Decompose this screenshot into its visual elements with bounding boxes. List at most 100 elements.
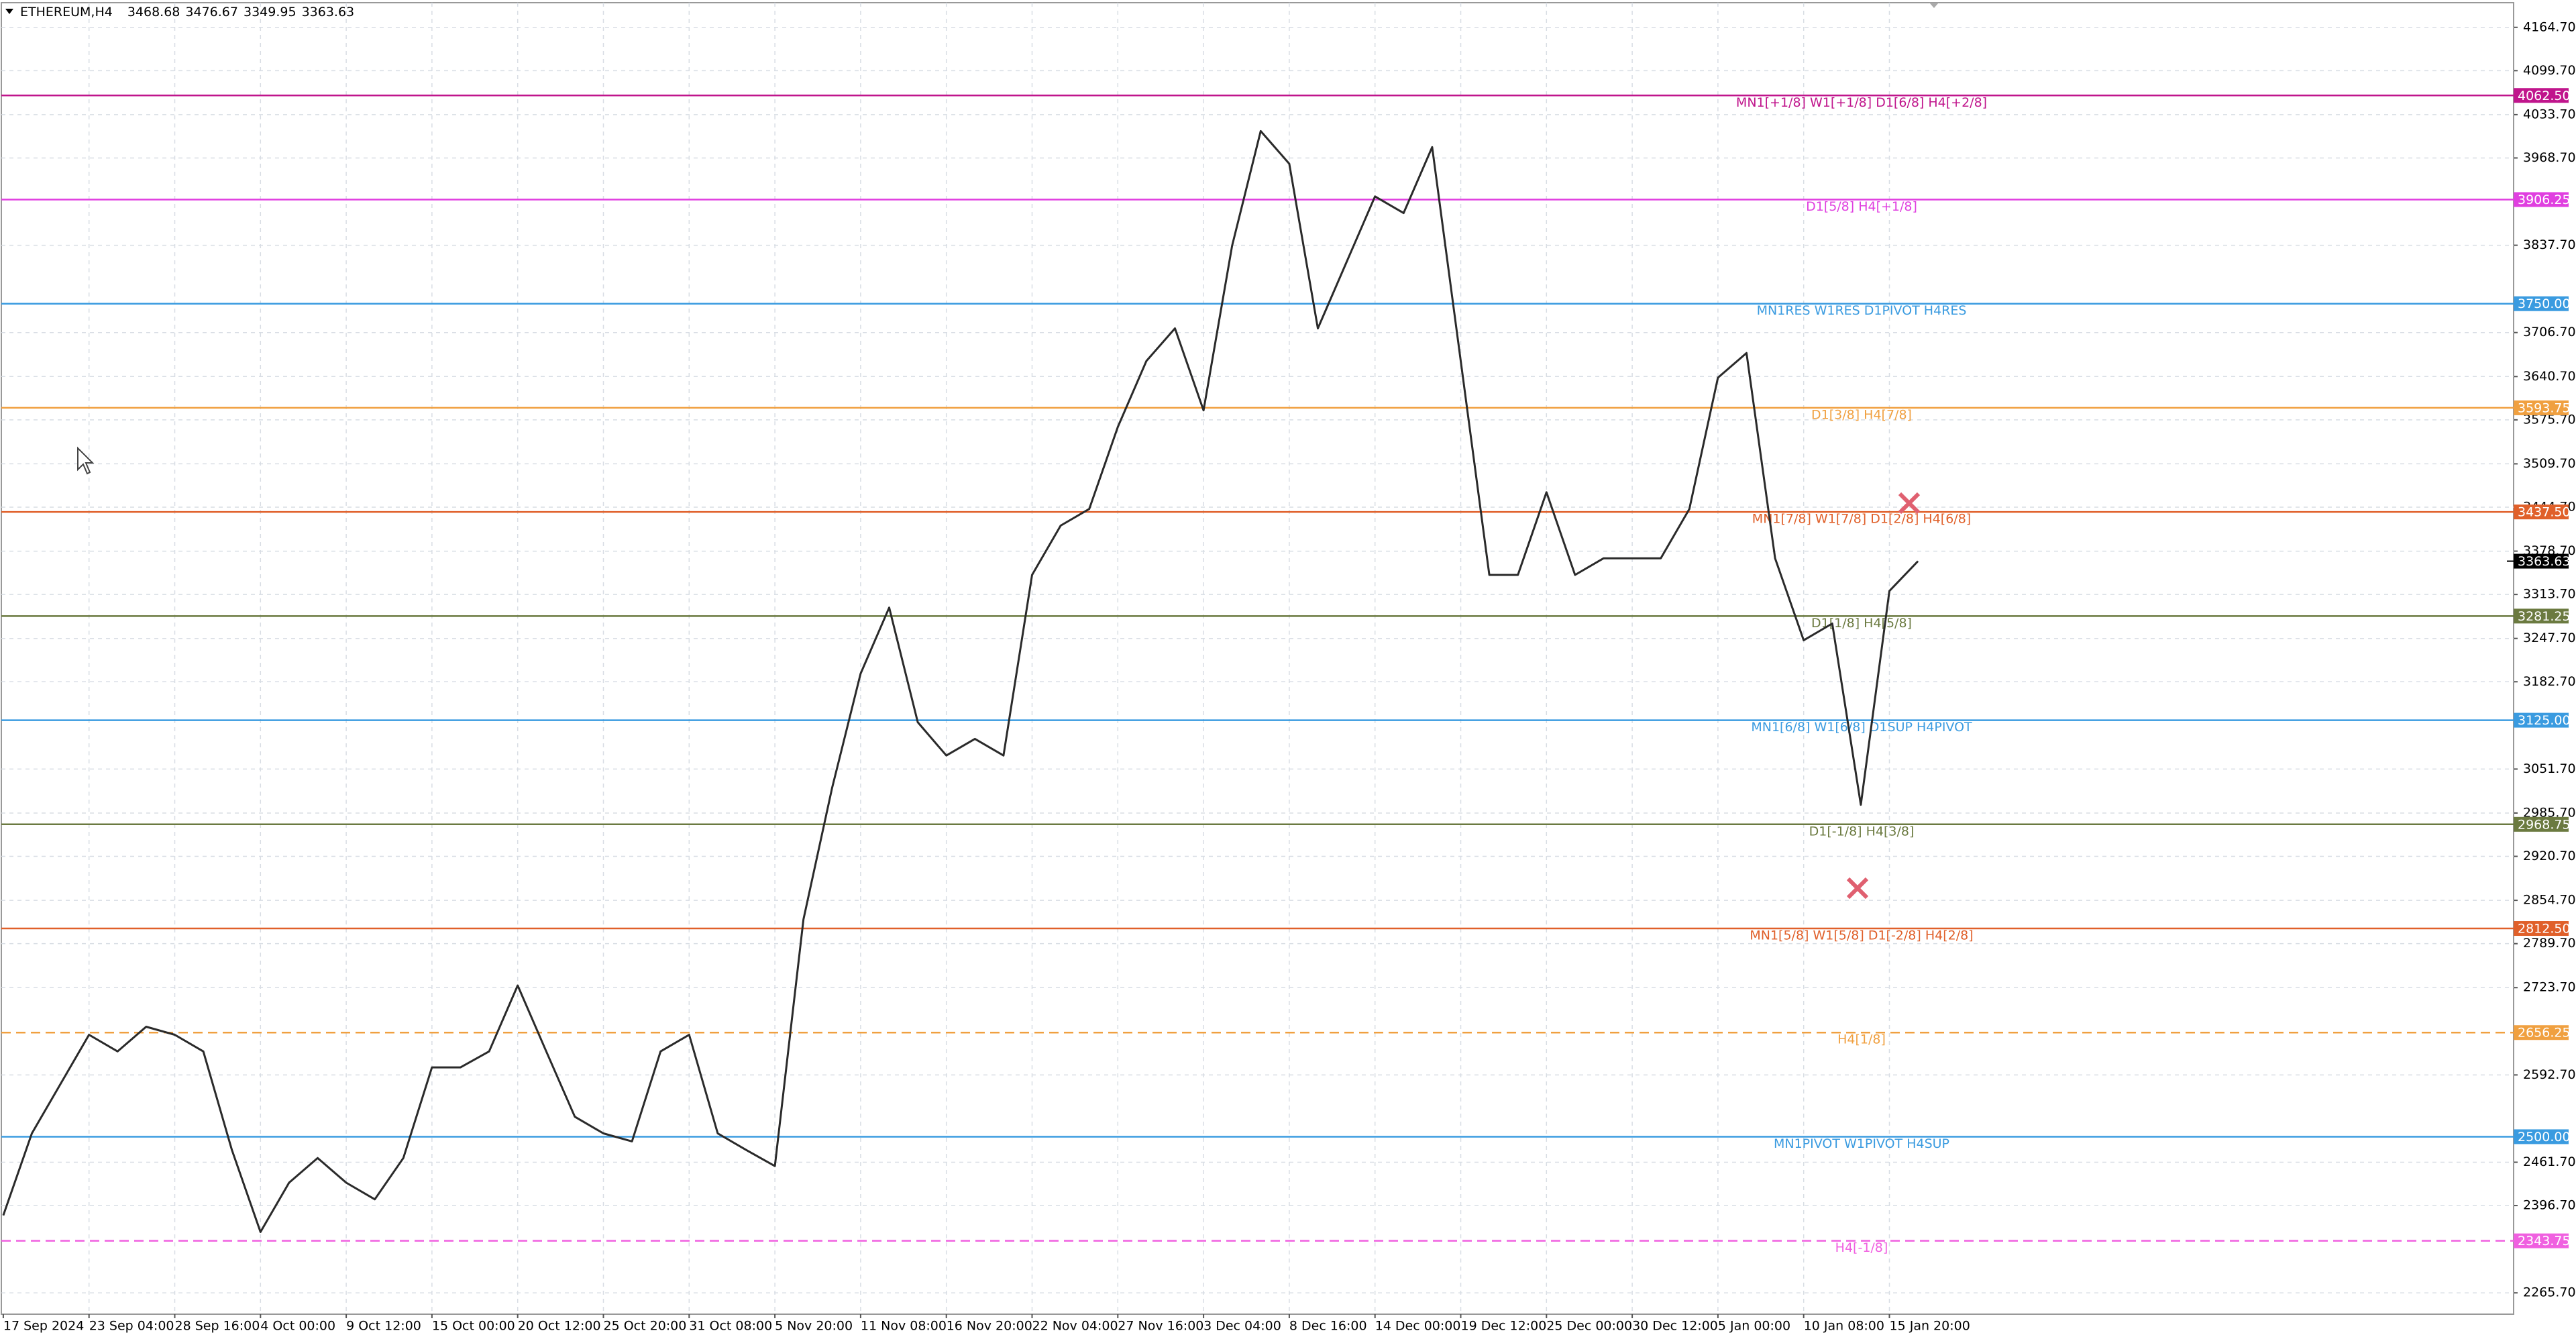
- level-price-box: [2514, 1129, 2569, 1144]
- y-tick-label: 2920.70: [2523, 849, 2576, 863]
- trade-marker: [1846, 877, 1869, 900]
- x-tick-label: 4 Oct 00:00: [260, 1319, 335, 1334]
- level-name: H4[1/8]: [1837, 1032, 1886, 1047]
- level-price-box: [2514, 1025, 2569, 1040]
- x-tick-label: 10 Jan 08:00: [1804, 1319, 1884, 1334]
- level-price-label: 4062.50: [2518, 89, 2571, 103]
- level-name: D1[1/8] H4[5/8]: [1811, 616, 1912, 631]
- ohlc-value: 3363.63: [302, 5, 355, 19]
- x-tick-label: 22 Nov 04:00: [1032, 1319, 1118, 1334]
- level-price-label: 3906.25: [2518, 193, 2571, 207]
- x-tick-label: 8 Dec 16:00: [1289, 1319, 1367, 1334]
- x-tick-label: 20 Oct 12:00: [518, 1319, 601, 1334]
- trade-markers: [1846, 492, 1921, 900]
- menu-arrow: [5, 9, 13, 14]
- x-tick-label: 5 Jan 00:00: [1718, 1319, 1790, 1334]
- ohlc-value: 3468.68: [127, 5, 180, 19]
- y-tick-label: 3313.70: [2523, 587, 2576, 602]
- y-tick-label: 2854.70: [2523, 893, 2576, 908]
- plot-frame: [1, 2, 2514, 1315]
- x-tick-label: 9 Oct 12:00: [346, 1319, 421, 1334]
- level-price-label: 3750.00: [2518, 297, 2571, 311]
- y-tick-label: 3247.70: [2523, 631, 2576, 645]
- level-price-box: [2514, 88, 2569, 103]
- last-price-label: 3363.63: [2518, 554, 2571, 569]
- level-price-box: [2514, 296, 2569, 311]
- level-price-box: [2514, 504, 2569, 520]
- y-tick-label: 4033.70: [2523, 107, 2576, 121]
- mouse-cursor: [77, 446, 95, 475]
- x-tick-label: 27 Nov 16:00: [1118, 1319, 1203, 1334]
- level-price-box: [2514, 608, 2569, 624]
- level-price-label: 3281.25: [2518, 609, 2571, 624]
- shift-marker: [1929, 3, 1939, 8]
- y-tick-label: 4164.70: [2523, 19, 2576, 34]
- level-name: MN1[7/8] W1[7/8] D1[2/8] H4[6/8]: [1752, 512, 1971, 527]
- series: [2, 129, 1919, 1233]
- y-tick-label: 2592.70: [2523, 1067, 2576, 1082]
- ohlc-value: 3476.67: [185, 5, 238, 19]
- x-tick-label: 3 Dec 04:00: [1203, 1319, 1281, 1334]
- y-tick-label: 3051.70: [2523, 761, 2576, 776]
- y-tick-label: 2723.70: [2523, 980, 2576, 995]
- y-tick-label: 3575.70: [2523, 412, 2576, 427]
- y-tick-label: 3182.70: [2523, 674, 2576, 689]
- level-price-label: 2500.00: [2518, 1130, 2571, 1144]
- x-tick-label: 25 Oct 20:00: [604, 1319, 687, 1334]
- level-price-label: 2656.25: [2518, 1026, 2571, 1040]
- level-price-box: [2514, 192, 2569, 207]
- axis: 4164.70 4099.70 4033.70 3968.70 3837.70 3706.…: [2, 19, 2576, 1334]
- x-tick-label: 14 Dec 00:00: [1375, 1319, 1461, 1334]
- y-tick-label: 3640.70: [2523, 369, 2576, 384]
- level-price-box: [2514, 1233, 2569, 1248]
- level-price-box: [2514, 921, 2569, 936]
- y-tick-label: 2396.70: [2523, 1198, 2576, 1213]
- y-tick-label: 4099.70: [2523, 63, 2576, 78]
- symbol: ETHEREUM,H4: [20, 5, 113, 19]
- x-tick-label: 25 Dec 00:00: [1546, 1319, 1632, 1334]
- chart-header: ETHEREUM,H4 3468.68 3476.67 3349.95 3363.63: [20, 5, 354, 19]
- grid: [1, 3, 2514, 1314]
- level-name: D1[-1/8] H4[3/8]: [1809, 824, 1915, 839]
- y-tick-label: 3968.70: [2523, 150, 2576, 165]
- level-name: MN1[5/8] W1[5/8] D1[-2/8] H4[2/8]: [1750, 928, 1973, 943]
- level-name: D1[3/8] H4[7/8]: [1811, 407, 1912, 422]
- x-tick-label: 17 Sep 2024: [3, 1319, 84, 1334]
- level-name: D1[5/8] H4[+1/8]: [1806, 199, 1917, 214]
- level-price-label: 3437.50: [2518, 505, 2571, 520]
- level-price-label: 2968.75: [2518, 817, 2571, 832]
- y-tick-label: 3706.70: [2523, 325, 2576, 339]
- price-line: [2, 129, 1919, 1233]
- y-tick-label: 2985.70: [2523, 805, 2576, 820]
- x-tick-label: 5 Nov 20:00: [775, 1319, 853, 1334]
- x-tick-label: 30 Dec 12:00: [1632, 1319, 1718, 1334]
- level-price-label: 3593.75: [2518, 400, 2571, 415]
- ohlc-value: 3349.95: [244, 5, 297, 19]
- level-price-label: 2812.50: [2518, 922, 2571, 936]
- x-tick-label: 28 Sep 16:00: [175, 1319, 260, 1334]
- x-tick-label: 16 Nov 20:00: [947, 1319, 1032, 1334]
- y-tick-label: 3837.70: [2523, 237, 2576, 252]
- levels: MN1[+1/8] W1[+1/8] D1[6/8] H4[+2/8] D1[5/…: [1, 95, 2514, 1255]
- y-tick-label: 2461.70: [2523, 1155, 2576, 1169]
- level-name: H4[-1/8]: [1835, 1240, 1888, 1255]
- x-tick-label: 15 Oct 00:00: [432, 1319, 515, 1334]
- x-tick-label: 11 Nov 08:00: [861, 1319, 947, 1334]
- level-price-label: 2343.75: [2518, 1234, 2571, 1248]
- level-price-label: 3125.00: [2518, 713, 2571, 728]
- y-tick-label: 3509.70: [2523, 456, 2576, 471]
- level-price-box: [2514, 816, 2569, 832]
- level-name: MN1RES W1RES D1PIVOT H4RES: [1757, 303, 1967, 318]
- level-name: MN1PIVOT W1PIVOT H4SUP: [1774, 1136, 1949, 1151]
- x-tick-label: 15 Jan 20:00: [1890, 1319, 1970, 1334]
- level-price-box: [2514, 400, 2569, 415]
- level-name: MN1[+1/8] W1[+1/8] D1[6/8] H4[+2/8]: [1736, 95, 1987, 110]
- y-tick-label: 2265.70: [2523, 1285, 2576, 1300]
- last-price-box: [2514, 553, 2569, 569]
- level-price-box: [2514, 712, 2569, 728]
- trade-marker: [1898, 492, 1921, 515]
- x-tick-label: 19 Dec 12:00: [1461, 1319, 1547, 1334]
